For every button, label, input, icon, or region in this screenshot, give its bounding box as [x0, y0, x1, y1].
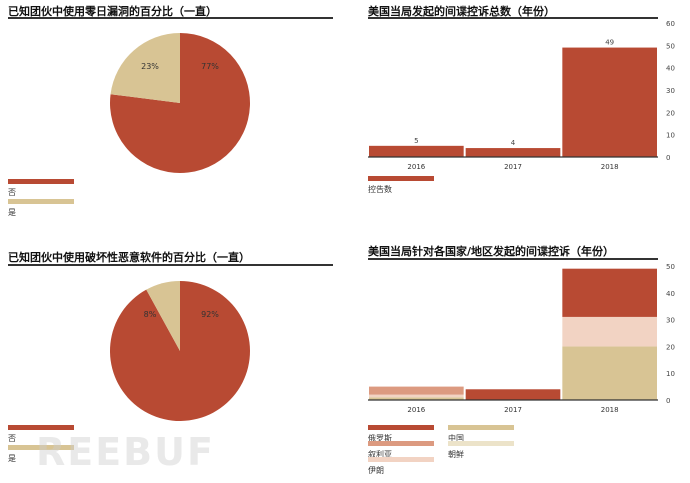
- legend-swatch: [8, 199, 74, 204]
- y-tick-label: 30: [666, 87, 675, 95]
- bar-俄罗斯-2018: [562, 269, 657, 317]
- x-tick-label: 2016: [407, 163, 425, 171]
- legend-swatch: [368, 176, 434, 181]
- x-tick-label: 2017: [504, 406, 522, 414]
- y-tick-label: 20: [666, 343, 675, 351]
- pie-slice-label: 23%: [141, 62, 159, 71]
- bar-country-panel: 美国当局针对各国家/地区发起的间谍控诉（年份） 0 10 20 30 40 50 2016 2…: [368, 243, 678, 481]
- bar-value-label: 49: [605, 39, 614, 47]
- legend-swatch: [368, 457, 434, 462]
- pie-slice-label: 77%: [201, 62, 219, 71]
- y-tick-label: 40: [666, 65, 675, 73]
- legend-label: 是: [8, 453, 16, 464]
- x-tick-label: 2016: [407, 406, 425, 414]
- bar-chart-total-indictments: 0 10 20 30 40 50 60 5 2016 4 2017 49 2018: [368, 17, 678, 177]
- bar-value-label: 4: [511, 139, 516, 147]
- legend-label: 否: [8, 187, 16, 198]
- legend-swatch: [8, 179, 74, 184]
- pie-zero-day-panel: 已知团伙中使用零日漏洞的百分比（一直） 77% 23% 否是: [8, 3, 333, 233]
- legend-swatch: [448, 441, 514, 446]
- watermark: REEBUF: [36, 430, 215, 474]
- bar-控告数-2017: [466, 148, 561, 157]
- legend-label: 是: [8, 207, 16, 218]
- bar-俄罗斯-2017: [466, 389, 561, 400]
- legend-swatch: [448, 425, 514, 430]
- bar-total-panel: 美国当局发起的间谍控诉总数（年份） 0 10 20 30 40 50 60 5 2016 4 201…: [368, 3, 678, 233]
- bar-控告数-2018: [562, 48, 657, 157]
- bar-中国-2018: [562, 346, 657, 400]
- stacked-bar-chart-by-country: 0 10 20 30 40 50 2016 2017 2018: [368, 260, 678, 420]
- bar-伊朗-2018: [562, 317, 657, 346]
- y-tick-label: 0: [666, 397, 670, 405]
- pie-chart-zero-day: 77% 23%: [8, 23, 333, 183]
- y-tick-label: 10: [666, 132, 675, 140]
- x-tick-label: 2018: [601, 163, 619, 171]
- chart-title: 已知团伙中使用破坏性恶意软件的百分比（一直）: [8, 249, 250, 265]
- pie-chart-destructive-malware: 92% 8%: [8, 269, 333, 429]
- pie-slice-label: 8%: [144, 310, 157, 319]
- bar-叙利亚-2016: [369, 387, 464, 395]
- y-tick-label: 40: [666, 290, 675, 298]
- chart-title: 美国当局针对各国家/地区发起的间谍控诉（年份）: [368, 243, 614, 259]
- legend-label: 否: [8, 433, 16, 444]
- pie-slice-label: 92%: [201, 310, 219, 319]
- legend-label: 朝鲜: [448, 449, 464, 460]
- y-tick-label: 30: [666, 317, 675, 325]
- legend-swatch: [368, 441, 434, 446]
- bar-控告数-2016: [369, 146, 464, 157]
- bar-伊朗-2016: [369, 395, 464, 398]
- x-tick-label: 2018: [601, 406, 619, 414]
- legend-label: 伊朗: [368, 465, 384, 476]
- y-tick-label: 20: [666, 109, 675, 117]
- x-tick-label: 2017: [504, 163, 522, 171]
- title-divider: [8, 17, 333, 19]
- bar-value-label: 5: [414, 137, 418, 145]
- y-tick-label: 50: [666, 42, 675, 50]
- legend-label: 控告数: [368, 184, 392, 195]
- y-tick-label: 50: [666, 263, 675, 271]
- y-tick-label: 60: [666, 20, 675, 28]
- y-tick-label: 10: [666, 370, 675, 378]
- legend-swatch: [368, 425, 434, 430]
- title-divider: [8, 264, 333, 266]
- y-tick-label: 0: [666, 154, 670, 162]
